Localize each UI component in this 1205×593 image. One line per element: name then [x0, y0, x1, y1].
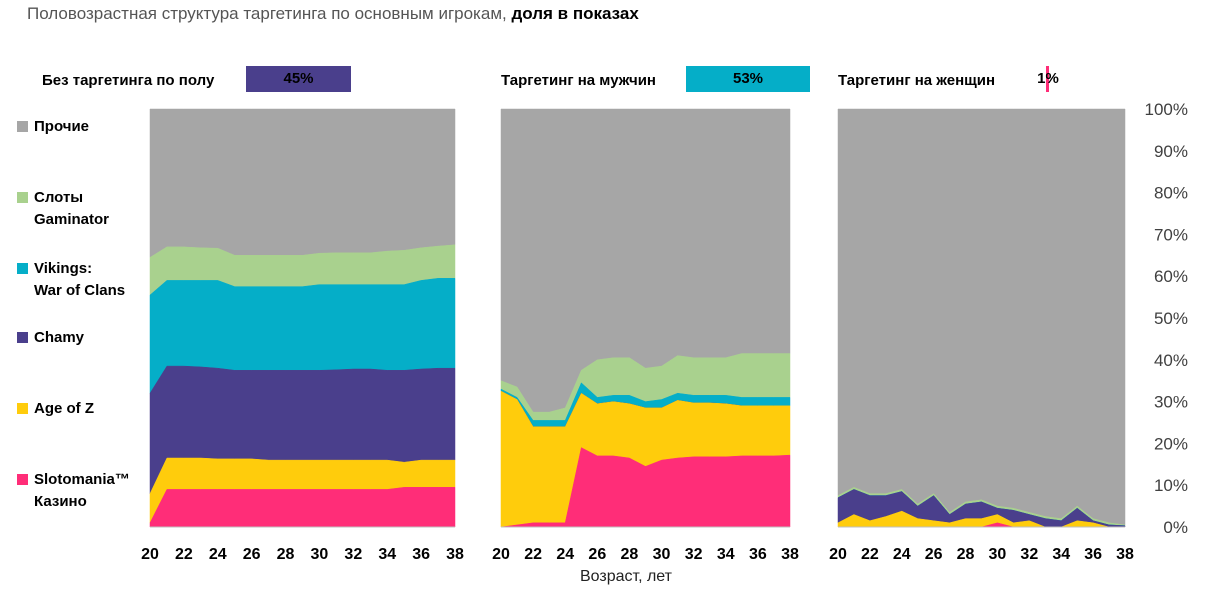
- x-tick-female-32: 32: [1020, 546, 1038, 563]
- y-tick-20: 20%: [1154, 434, 1188, 453]
- chart-title: Половозрастная структура таргетинга по о…: [27, 4, 639, 24]
- y-tick-80: 80%: [1154, 184, 1188, 203]
- chart-title-regular: Половозрастная структура таргетинга по о…: [27, 4, 507, 23]
- x-tick-none-32: 32: [344, 546, 362, 563]
- share-bar-female: 1%: [1036, 66, 1060, 92]
- y-tick-10: 10%: [1154, 476, 1188, 495]
- legend-swatch-chamy: [17, 332, 28, 343]
- plot-female: 20 22 24 26 28 30 32 34 36 38 0% 10% 20% 30% 40% 50% 60%…: [829, 100, 1188, 563]
- x-tick-male-34: 34: [717, 546, 735, 563]
- legend-label-ageofz: Age of Z: [34, 400, 94, 417]
- area-none-other: [149, 108, 456, 258]
- x-tick-none-24: 24: [209, 546, 227, 563]
- legend-label-slots-2: Gaminator: [34, 211, 110, 228]
- x-tick-female-38: 38: [1116, 546, 1134, 563]
- legend-label-chamy: Chamy: [34, 329, 85, 346]
- legend-swatch-slots: [17, 192, 28, 203]
- area-female-other: [837, 108, 1126, 526]
- panel-title-male: Таргетинг на мужчин: [501, 72, 656, 89]
- x-tick-male-38: 38: [781, 546, 799, 563]
- legend-swatch-other: [17, 121, 28, 132]
- plot-none: 20 22 24 26 28 30 32 34 36 38: [141, 108, 464, 563]
- x-tick-none-26: 26: [243, 546, 261, 563]
- share-label-none: 45%: [283, 70, 314, 87]
- x-tick-none-34: 34: [378, 546, 396, 563]
- legend-label-other: Прочие: [34, 118, 90, 135]
- legend-label-slotomania-1: Slotomania™: [34, 471, 130, 488]
- y-tick-30: 30%: [1154, 393, 1188, 412]
- x-tick-male-30: 30: [653, 546, 671, 563]
- x-tick-female-34: 34: [1052, 546, 1070, 563]
- x-tick-male-26: 26: [588, 546, 606, 563]
- x-tick-female-24: 24: [893, 546, 911, 563]
- x-tick-female-22: 22: [861, 546, 879, 563]
- x-tick-male-20: 20: [492, 546, 510, 563]
- x-tick-none-20: 20: [141, 546, 159, 563]
- x-tick-female-30: 30: [989, 546, 1007, 563]
- legend-swatch-vikings: [17, 263, 28, 274]
- legend-label-vikings-2: War of Clans: [34, 282, 126, 299]
- y-tick-40: 40%: [1154, 351, 1188, 370]
- y-tick-100: 100%: [1145, 100, 1188, 119]
- x-tick-none-22: 22: [175, 546, 193, 563]
- panel-title-none: Без таргетинга по полу: [42, 72, 215, 89]
- legend-label-vikings-1: Vikings:: [34, 260, 93, 277]
- x-tick-male-22: 22: [524, 546, 542, 563]
- x-tick-none-28: 28: [277, 546, 295, 563]
- y-tick-70: 70%: [1154, 225, 1188, 244]
- plot-male: 20 22 24 26 28 30 32 34 36 38: [492, 108, 799, 563]
- x-tick-male-36: 36: [749, 546, 767, 563]
- x-tick-female-20: 20: [829, 546, 847, 563]
- x-tick-female-36: 36: [1084, 546, 1102, 563]
- share-bar-none: 45%: [246, 66, 351, 92]
- x-tick-female-28: 28: [957, 546, 975, 563]
- y-tick-50: 50%: [1154, 309, 1188, 328]
- share-label-male: 53%: [732, 70, 764, 87]
- x-tick-none-36: 36: [412, 546, 430, 563]
- y-tick-0: 0%: [1163, 518, 1188, 537]
- x-tick-none-30: 30: [311, 546, 329, 563]
- legend-swatch-ageofz: [17, 403, 28, 414]
- chart-title-bold: доля в показах: [511, 4, 639, 23]
- x-tick-female-26: 26: [925, 546, 943, 563]
- x-tick-male-28: 28: [621, 546, 639, 563]
- legend-swatch-slotomania: [17, 474, 28, 485]
- legend-label-slots-1: Слоты: [34, 189, 84, 206]
- x-tick-none-38: 38: [446, 546, 464, 563]
- x-axis-title: Возраст, лет: [580, 568, 672, 585]
- share-fill-female: [1046, 66, 1049, 92]
- legend-label-slotomania-2: Казино: [34, 493, 87, 510]
- share-bar-male: 53%: [686, 66, 810, 92]
- x-tick-male-24: 24: [556, 546, 574, 563]
- y-tick-90: 90%: [1154, 142, 1188, 161]
- share-label-female: 1%: [1037, 70, 1059, 87]
- area-none-slotomania: [149, 487, 456, 528]
- y-tick-60: 60%: [1154, 267, 1188, 286]
- panel-title-female: Таргетинг на женщин: [838, 72, 996, 89]
- x-tick-male-32: 32: [685, 546, 703, 563]
